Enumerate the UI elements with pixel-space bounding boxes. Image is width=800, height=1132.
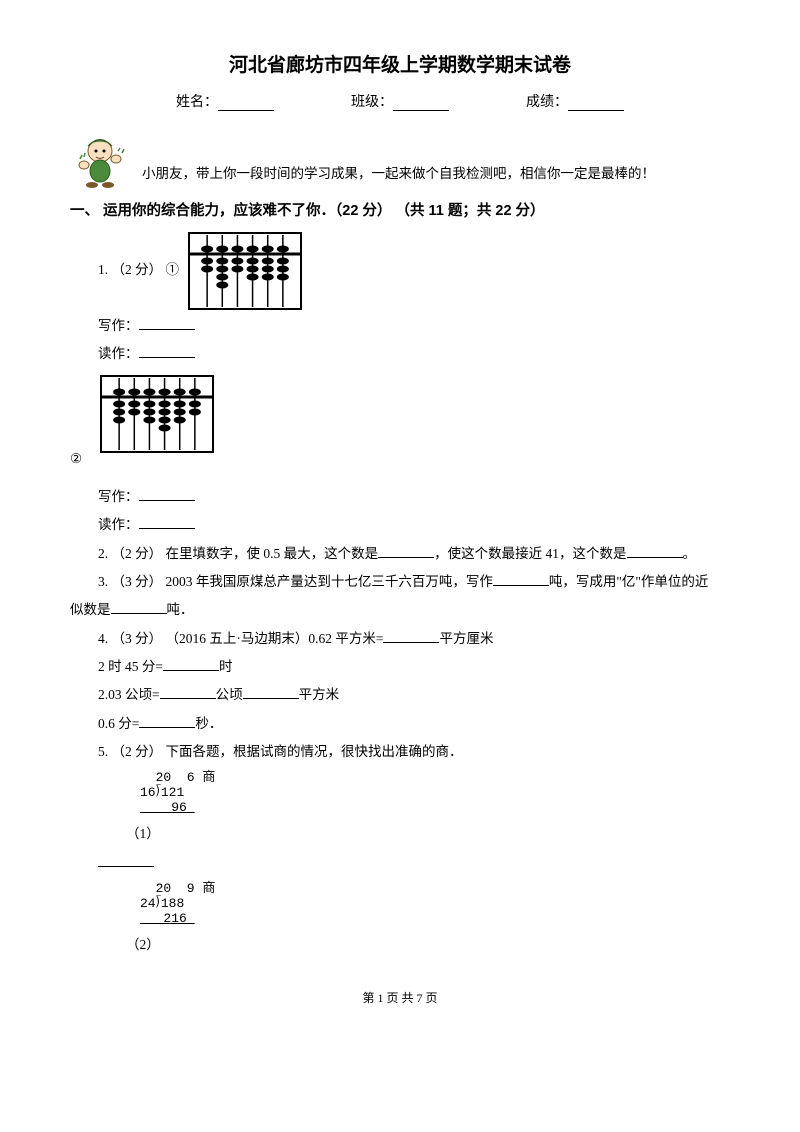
q4-4a: 0.6 分= <box>98 716 139 731</box>
q2-a: 2. （2 分） 在里填数字，使 0.5 最大，这个数是 <box>98 546 378 561</box>
q1-write2-field[interactable] <box>139 488 195 501</box>
q3-field-1[interactable] <box>493 573 549 586</box>
q5-text: 5. （2 分） 下面各题，根据试商的情况，很快找出准确的商． <box>70 738 730 766</box>
q4-3a: 2.03 公顷= <box>98 687 160 702</box>
d1-l1: 20 6 <box>140 770 202 785</box>
q1-read-label: 读作： <box>98 346 139 361</box>
q4-b: 平方厘米 <box>439 631 493 646</box>
q4-3b: 公顷 <box>216 687 243 702</box>
q4-field-4[interactable] <box>139 715 195 728</box>
q3-a: 3. （3 分） 2003 年我国原煤总产量达到十七亿三千六百万吨，写作 <box>98 574 493 589</box>
q3-d: 吨． <box>167 602 194 617</box>
q4-line3: 2.03 公顷= 公顷 平方米 <box>70 681 730 709</box>
q3-line2: 似数是 吨． <box>70 596 730 624</box>
q4-line1: 4. （3 分） （2016 五上·马边期末）0.62 平方米= 平方厘米 <box>70 625 730 653</box>
page-title: 河北省廊坊市四年级上学期数学期末试卷 <box>70 50 730 77</box>
page-footer: 第 1 页 共 7 页 <box>70 989 730 1006</box>
q4-field-2[interactable] <box>163 658 219 671</box>
class-label: 班级： <box>351 95 393 110</box>
q3-b: 吨，写成用"亿"作单位的近 <box>549 574 709 589</box>
name-label: 姓名： <box>176 95 218 110</box>
d2-shang: 商 <box>202 880 215 895</box>
d1-shang: 商 <box>202 769 215 784</box>
d1-l2: 16⟌121 <box>140 786 730 801</box>
q4-field-1[interactable] <box>383 630 439 643</box>
q1-read2-label: 读作： <box>98 517 139 532</box>
q4-4b: 秒． <box>195 716 222 731</box>
class-field[interactable] <box>393 96 449 111</box>
division-2: 20 9 商 24⟌188 216 <box>140 881 730 927</box>
q1-write-field[interactable] <box>139 317 195 330</box>
q4-3c: 平方米 <box>299 687 340 702</box>
score-label: 成绩： <box>526 95 568 110</box>
q4-line4: 0.6 分= 秒． <box>70 710 730 738</box>
q4-2b: 时 <box>219 659 233 674</box>
score-field[interactable] <box>568 96 624 111</box>
q2-field-1[interactable] <box>378 545 434 558</box>
abacus-2-icon <box>98 373 216 455</box>
q2-b: ，使这个数最接近 41，这个数是 <box>434 546 626 561</box>
q1-write2-label: 写作： <box>98 489 139 504</box>
q2-field-2[interactable] <box>627 545 683 558</box>
d1-answer-field[interactable] <box>98 854 154 867</box>
q2: 2. （2 分） 在里填数字，使 0.5 最大，这个数是 ，使这个数最接近 41，… <box>70 540 730 568</box>
form-row: 姓名： 班级： 成绩： <box>70 91 730 111</box>
d2-l3: 216 <box>140 912 730 927</box>
d2-idx: （2） <box>70 931 730 959</box>
q4-2a: 2 时 45 分= <box>98 659 163 674</box>
q2-c: 。 <box>683 546 697 561</box>
d2-l1: 20 9 <box>140 881 202 896</box>
q3-line1: 3. （3 分） 2003 年我国原煤总产量达到十七亿三千六百万吨，写作 吨，写成… <box>70 568 730 596</box>
q1-read-field[interactable] <box>139 345 195 358</box>
name-field[interactable] <box>218 96 274 111</box>
division-1: 20 6 商 16⟌121 96 <box>140 770 730 816</box>
section-1-head: 一、 运用你的综合能力，应该难不了你．（22 分） （共 11 题；共 22 分… <box>70 199 730 220</box>
abacus-1-icon <box>186 230 304 312</box>
q1-read2-field[interactable] <box>139 516 195 529</box>
d2-l2: 24⟌188 <box>140 897 730 912</box>
q1-line: 1. （2 分） ① <box>70 230 730 312</box>
q1-prefix: 1. （2 分） ① <box>98 262 179 277</box>
d1-idx: （1） <box>70 820 730 848</box>
q1-sub2-label: ② <box>70 451 82 466</box>
q3-c: 似数是 <box>70 602 111 617</box>
mascot-icon <box>70 129 130 189</box>
q4-line2: 2 时 45 分= 时 <box>70 653 730 681</box>
q1-sub2: ② <box>70 373 730 483</box>
d1-l3: 96 <box>140 801 730 816</box>
q4-a: 4. （3 分） （2016 五上·马边期末）0.62 平方米= <box>98 631 383 646</box>
q3-field-2[interactable] <box>111 601 167 614</box>
q1-write-label: 写作： <box>98 318 139 333</box>
q4-field-3b[interactable] <box>243 686 299 699</box>
q4-field-3[interactable] <box>160 686 216 699</box>
encourage-text: 小朋友，带上你一段时间的学习成果，一起来做个自我检测吧，相信你一定是最棒的！ <box>142 163 655 189</box>
